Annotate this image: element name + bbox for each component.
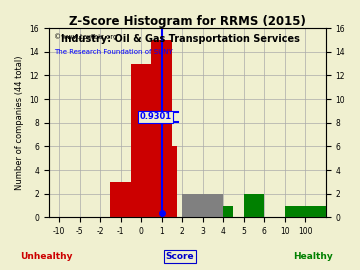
Bar [182,194,203,217]
Bar [305,205,326,217]
Text: ©www.textbiz.org: ©www.textbiz.org [54,34,118,40]
Y-axis label: Number of companies (44 total): Number of companies (44 total) [15,55,24,190]
Bar [244,194,264,217]
Text: The Research Foundation of SUNY: The Research Foundation of SUNY [54,49,173,55]
Bar [285,205,305,217]
Bar [167,146,177,217]
Title: Z-Score Histogram for RRMS (2015): Z-Score Histogram for RRMS (2015) [69,15,306,28]
Bar [223,205,233,217]
Text: Industry: Oil & Gas Transportation Services: Industry: Oil & Gas Transportation Servi… [60,34,300,44]
Bar [131,63,152,217]
Text: 0.9301: 0.9301 [139,112,172,121]
Bar [152,40,172,217]
Text: Score: Score [166,252,194,261]
Bar [111,182,131,217]
Text: Healthy: Healthy [293,252,333,261]
Bar [203,194,223,217]
Text: Unhealthy: Unhealthy [21,252,73,261]
